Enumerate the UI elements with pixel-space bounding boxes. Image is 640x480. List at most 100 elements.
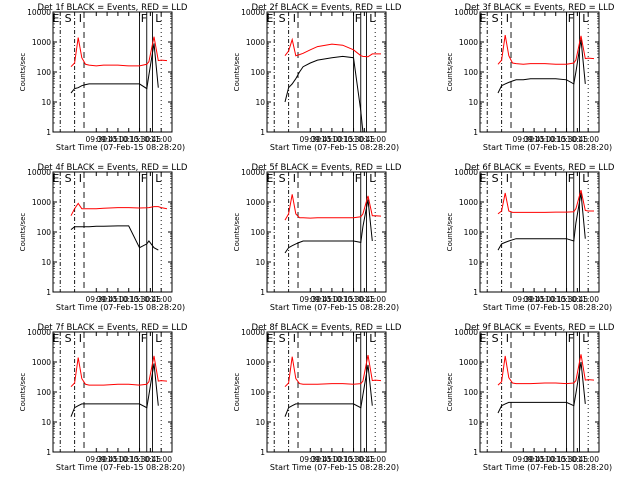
flag-label: E: [52, 172, 59, 185]
x-tick-label: 10:45: [354, 455, 376, 464]
x-tick-label: 10:00: [321, 135, 343, 144]
chart-panel-4: Det 4f BLACK = Events, RED = LLD 1 10 100 10…: [19, 163, 188, 312]
flag-label: F: [355, 332, 361, 345]
x-tick-label: 10:00: [107, 135, 129, 144]
x-tick-label: 09:30: [85, 295, 107, 304]
x-tick-label: 10:15: [118, 455, 140, 464]
flag-label: I: [506, 172, 509, 185]
flag-label: F: [568, 172, 574, 185]
y-tick-label: 10: [41, 418, 51, 427]
flag-label: F: [355, 172, 361, 185]
series-line-events: [284, 364, 373, 417]
x-axis-label: Start Time (07-Feb-15 08:28:20): [270, 303, 399, 312]
x-tick-label: 09:45: [523, 295, 545, 304]
x-tick-label: 10:15: [118, 135, 140, 144]
x-tick-label: 10:45: [567, 135, 589, 144]
x-tick-label: 10:45: [354, 135, 376, 144]
y-tick-label: 10000: [27, 8, 51, 17]
flag-label: S: [65, 172, 72, 185]
series-line-events: [284, 199, 373, 254]
x-tick-label: 10:15: [332, 135, 354, 144]
x-tick-label: 10:00: [534, 295, 556, 304]
x-tick-label: 10:30: [556, 135, 578, 144]
series-line-events: [497, 361, 586, 414]
x-tick-label: 10:45: [140, 455, 162, 464]
flag-label: E: [266, 332, 273, 345]
y-tick-label: 10000: [241, 8, 265, 17]
x-tick-label: 10:45: [567, 295, 589, 304]
flag-label: L: [369, 332, 376, 345]
series-line-events: [70, 43, 159, 94]
x-tick-label: 10:30: [129, 455, 151, 464]
panel-title: Det 2f BLACK = Events, RED = LLD: [252, 3, 402, 13]
chart-panel-3: Det 3f BLACK = Events, RED = LLD 1 10 100 10…: [446, 3, 615, 152]
flag-label: E: [52, 332, 59, 345]
plot-frame: [266, 331, 387, 453]
x-tick-label: 09:30: [299, 135, 321, 144]
y-tick-label: 10000: [454, 328, 478, 337]
x-tick-label: 10:30: [343, 135, 365, 144]
y-tick-label: 1: [260, 128, 265, 137]
y-axis-label: Counts/sec: [19, 373, 27, 412]
x-tick-label: 11:00: [577, 135, 599, 144]
y-tick-label: 1000: [246, 38, 265, 47]
x-tick-label: 10:15: [332, 455, 354, 464]
x-tick-label: 09:30: [85, 135, 107, 144]
x-axis-label: Start Time (07-Feb-15 08:28:20): [483, 303, 612, 312]
x-tick-label: 09:45: [96, 455, 118, 464]
y-tick-label: 10: [41, 258, 51, 267]
y-tick-label: 1: [260, 288, 265, 297]
y-tick-label: 100: [464, 228, 479, 237]
flag-label: F: [141, 172, 147, 185]
flag-label: F: [568, 12, 574, 25]
x-tick-label: 09:45: [523, 455, 545, 464]
flag-label: E: [479, 12, 486, 25]
chart-panel-2: Det 2f BLACK = Events, RED = LLD 1 10 100 10…: [233, 3, 402, 152]
x-tick-label: 11:00: [364, 295, 386, 304]
x-tick-label: 10:15: [332, 295, 354, 304]
y-tick-label: 100: [37, 388, 52, 397]
x-tick-label: 09:30: [299, 295, 321, 304]
flag-label: I: [79, 332, 82, 345]
series-line-events: [70, 225, 159, 251]
series-line-lld: [70, 36, 168, 68]
y-tick-label: 10: [255, 258, 265, 267]
x-tick-label: 09:45: [523, 135, 545, 144]
panel-title: Det 7f BLACK = Events, RED = LLD: [38, 323, 188, 333]
y-axis-label: Counts/sec: [446, 213, 454, 252]
x-axis-label: Start Time (07-Feb-15 08:28:20): [270, 463, 399, 472]
x-tick-label: 11:00: [577, 295, 599, 304]
y-axis-label: Counts/sec: [446, 53, 454, 92]
flag-label: I: [293, 172, 296, 185]
x-tick-label: 10:00: [107, 295, 129, 304]
flag-label: L: [582, 172, 589, 185]
x-tick-label: 10:30: [556, 455, 578, 464]
x-tick-label: 09:30: [299, 455, 321, 464]
plot-frame: [266, 11, 387, 133]
plot-frame: [479, 11, 600, 133]
y-tick-label: 1: [46, 288, 51, 297]
flag-label: S: [65, 332, 72, 345]
y-tick-label: 10000: [454, 8, 478, 17]
flag-label: I: [79, 172, 82, 185]
y-tick-label: 10000: [241, 328, 265, 337]
x-axis-label: Start Time (07-Feb-15 08:28:20): [483, 463, 612, 472]
panel-title: Det 6f BLACK = Events, RED = LLD: [465, 163, 615, 173]
x-tick-label: 10:15: [545, 455, 567, 464]
y-tick-label: 1000: [32, 38, 51, 47]
y-tick-label: 100: [251, 228, 266, 237]
series-line-events: [284, 55, 373, 133]
x-tick-label: 09:45: [96, 295, 118, 304]
flag-label: L: [369, 172, 376, 185]
flag-label: I: [506, 12, 509, 25]
flag-label: S: [492, 12, 499, 25]
plot-frame: [479, 331, 600, 453]
y-tick-label: 1: [46, 448, 51, 457]
x-tick-label: 09:45: [96, 135, 118, 144]
x-tick-label: 10:00: [107, 455, 129, 464]
flag-label: E: [479, 172, 486, 185]
x-axis-label: Start Time (07-Feb-15 08:28:20): [56, 463, 185, 472]
x-tick-label: 10:30: [556, 295, 578, 304]
x-tick-label: 09:45: [310, 295, 332, 304]
